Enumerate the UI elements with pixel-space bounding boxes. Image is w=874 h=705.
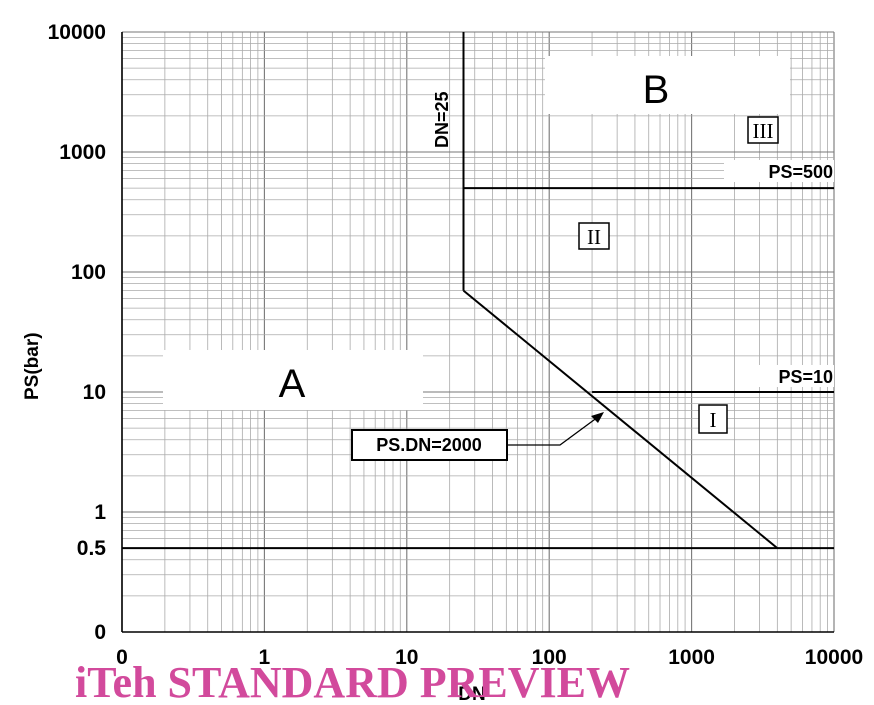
x-tick-label: 10 (395, 646, 418, 669)
category-ii-label: II (587, 225, 601, 249)
psdn-callout-leader (507, 416, 599, 446)
x-tick-label: 100 (532, 646, 567, 669)
region-b-label: B (643, 68, 670, 112)
psdn-callout-label: PS.DN=2000 (376, 435, 482, 455)
ps10-label-bg (742, 365, 834, 387)
y-tick-label: 1 (94, 501, 106, 524)
dn25-label: DN=25 (432, 91, 452, 148)
y-tick-label: 10 (83, 381, 106, 404)
x-tick-label: 1 (259, 646, 271, 669)
x-tick-label: 1000 (668, 646, 715, 669)
boundary-lines (122, 32, 834, 550)
y-tick-label: 0 (94, 621, 106, 644)
ps500-label: PS=500 (768, 162, 833, 182)
psdn-callout-arrowhead (591, 412, 604, 423)
y-tick-label: 100 (71, 261, 106, 284)
y-tick-label: 1000 (59, 141, 106, 164)
category-iii-label: III (753, 119, 774, 143)
category-iii-box (747, 116, 779, 144)
line-ps-dn-2000 (462, 289, 778, 549)
x-axis-title: DN (458, 684, 485, 705)
tick-labels: 0 1 10 100 1000 10000 0 0.5 1 10 100 1000 10000 (48, 21, 864, 669)
x-tick-label: 0 (116, 646, 128, 669)
grid-lines (121, 31, 835, 633)
category-i-box (698, 404, 728, 434)
region-b-box (545, 56, 790, 114)
region-a-box (163, 350, 423, 410)
y-axis-title: PS(bar) (22, 332, 43, 400)
category-i-label: I (710, 408, 717, 432)
region-a-label: A (279, 362, 306, 406)
x-tick-label: 10000 (805, 646, 863, 669)
category-ii-box (578, 222, 610, 250)
watermark-text: iTeh STANDARD PREVIEW (75, 658, 630, 705)
y-tick-label: 0.5 (77, 537, 107, 560)
psdn-callout-box (351, 429, 508, 461)
y-tick-label: 10000 (48, 21, 106, 44)
ps10-label: PS=10 (778, 367, 833, 387)
ps500-label-bg (724, 160, 834, 182)
